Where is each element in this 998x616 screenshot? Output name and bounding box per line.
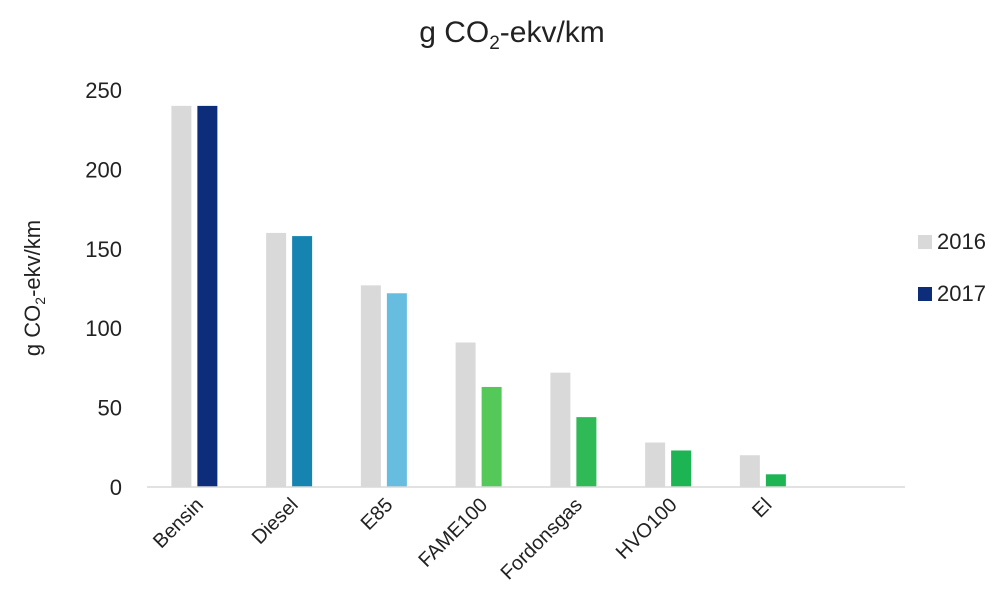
bar-2017-fordonsgas: [576, 417, 597, 487]
bar-2016-e85: [360, 285, 381, 487]
x-tick-label: FAME100: [415, 494, 493, 572]
legend-label-2017: 2017: [937, 281, 986, 306]
y-axis-label-prefix: g CO: [20, 305, 45, 356]
y-axis-ticks: 0 50 100 150 200 250: [85, 78, 122, 500]
y-tick-label: 150: [85, 237, 122, 262]
bars: [171, 105, 786, 487]
chart-title-subscript: 2: [489, 33, 500, 54]
bar-2016-el: [739, 455, 760, 487]
x-tick-label: Fordonsgas: [497, 494, 587, 584]
chart-title: g CO2-ekv/km: [419, 16, 605, 54]
legend-swatch-2017: [918, 287, 932, 301]
bar-2017-diesel: [292, 236, 313, 487]
chart-title-prefix: g CO: [419, 16, 489, 49]
x-tick-label: Diesel: [248, 494, 303, 549]
y-axis-label-suffix: -ekv/km: [20, 220, 45, 297]
x-tick-label: E85: [357, 494, 398, 535]
x-axis-labels: Bensin Diesel E85 FAME100 Fordonsgas HVO100 El: [149, 494, 776, 584]
x-tick-label: El: [748, 494, 776, 522]
legend-label-2016: 2016: [937, 229, 986, 254]
y-tick-label: 100: [85, 316, 122, 341]
chart-title-suffix: -ekv/km: [500, 16, 605, 49]
bar-2016-hvo100: [645, 442, 666, 487]
y-axis-label-subscript: 2: [32, 297, 48, 305]
legend-swatch-2016: [918, 235, 932, 249]
y-tick-label: 250: [85, 78, 122, 103]
y-tick-label: 50: [98, 396, 122, 421]
bar-2017-fame100: [481, 386, 502, 487]
bar-2017-bensin: [197, 105, 218, 487]
x-tick-label: HVO100: [612, 494, 682, 564]
bar-2017-hvo100: [671, 450, 692, 487]
bar-2016-diesel: [266, 232, 287, 487]
bar-2016-fordonsgas: [550, 372, 571, 487]
bar-2017-el: [765, 474, 786, 487]
y-tick-label: 200: [85, 157, 122, 182]
y-axis-label: g CO2-ekv/km: [20, 220, 48, 356]
y-tick-label: 0: [110, 475, 122, 500]
bar-2016-bensin: [171, 105, 192, 487]
legend: 2016 2017: [918, 229, 986, 306]
x-tick-label: Bensin: [149, 494, 208, 553]
bar-2016-fame100: [455, 342, 476, 487]
bar-2017-e85: [386, 293, 407, 487]
